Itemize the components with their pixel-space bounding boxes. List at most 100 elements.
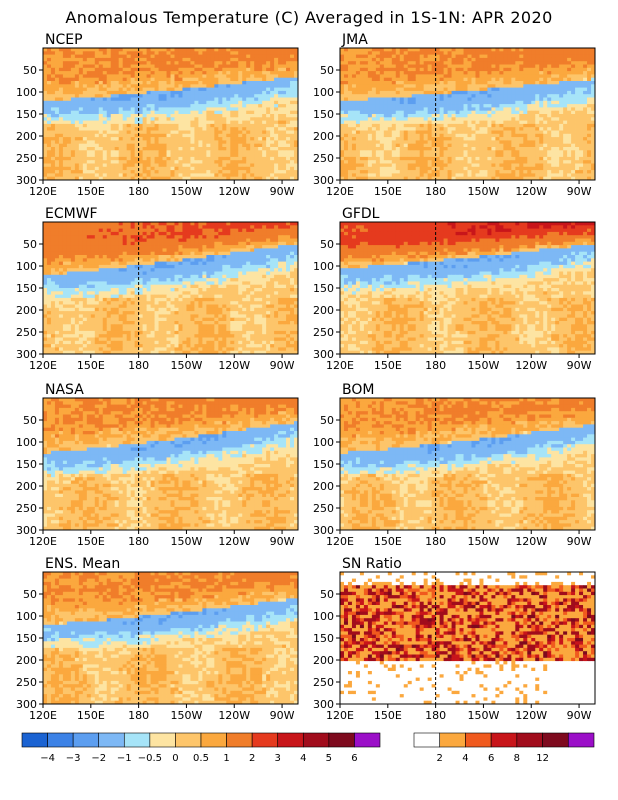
heat-cell [155,88,159,92]
heat-cell [151,111,155,115]
heat-cell [270,48,274,52]
heat-cell [131,91,135,95]
heat-cell [51,55,55,59]
heat-cell [51,78,55,82]
heat-cell [278,98,282,102]
heat-cell [202,104,206,108]
heat-cell [222,111,226,115]
heat-cell [206,74,210,78]
heat-cell [250,127,254,131]
heat-cell [151,131,155,135]
heat-cell [111,84,115,88]
heat-cell [238,91,242,95]
heat-cell [147,140,151,144]
heat-cell [99,94,103,98]
heat-cell [274,51,278,55]
heat-cell [147,51,151,55]
heat-cell [59,114,63,118]
heat-cell [139,58,143,62]
heat-cell [99,58,103,62]
heat-cell [159,81,163,85]
heat-cell [222,88,226,92]
heat-cell [99,124,103,128]
heat-cell [71,78,75,82]
heat-cell [111,124,115,128]
heat-cell [178,131,182,135]
heat-cell [278,134,282,138]
heat-cell [186,134,190,138]
heat-cell [171,127,175,131]
heat-cell [103,65,107,69]
heat-cell [155,121,159,125]
heat-cell [131,107,135,111]
heat-cell [91,88,95,92]
heat-cell [171,121,175,125]
heat-cell [83,55,87,59]
heat-cell [206,55,210,59]
heat-cell [123,55,127,59]
heat-cell [111,131,115,135]
heat-cell [262,65,266,69]
heat-cell [178,78,182,82]
heat-cell [123,78,127,82]
heat-cell [115,68,119,72]
heat-cell [99,61,103,65]
heat-cell [266,65,270,69]
heat-cell [111,98,115,102]
heat-cell [51,88,55,92]
heat-cell [262,140,266,144]
heat-cell [123,121,127,125]
heat-cell [254,104,258,108]
heat-cell [178,84,182,88]
heat-cell [55,127,59,131]
heat-cell [43,107,47,111]
heat-cell [171,48,175,52]
heat-cell [143,48,147,52]
heat-cell [230,127,234,131]
heat-cell [67,144,71,148]
heat-cell [83,78,87,82]
heat-cell [95,111,99,115]
heat-cell [270,134,274,138]
heat-cell [55,134,59,138]
heat-cell [163,127,167,131]
heat-cell [43,71,47,75]
heat-cell [47,68,51,72]
heat-cell [143,114,147,118]
heat-cell [286,121,290,125]
heat-cell [171,114,175,118]
heat-cell [250,111,254,115]
heat-cell [119,84,123,88]
heat-cell [71,61,75,65]
heat-cell [190,144,194,148]
heat-cell [210,117,214,121]
heat-cell [95,48,99,52]
heat-cell [143,51,147,55]
heat-cell [51,127,55,131]
heat-cell [218,58,222,62]
heat-cell [258,74,262,78]
heat-cell [147,61,151,65]
heat-cell [282,140,286,144]
heat-cell [71,55,75,59]
heat-cell [246,127,250,131]
heat-cell [167,107,171,111]
heat-cell [222,51,226,55]
heat-cell [55,65,59,69]
heat-cell [87,127,91,131]
heat-cell [218,144,222,148]
heat-cell [182,137,186,141]
heat-cell [143,84,147,88]
heat-cell [139,131,143,135]
heat-cell [147,117,151,121]
heat-cell [222,137,226,141]
heat-cell [230,61,234,65]
heat-cell [155,71,159,75]
heat-cell [222,134,226,138]
heat-cell [234,131,238,135]
heat-cell [103,78,107,82]
heat-cell [147,144,151,148]
heat-cell [194,121,198,125]
heat-cell [163,94,167,98]
heat-cell [250,104,254,108]
